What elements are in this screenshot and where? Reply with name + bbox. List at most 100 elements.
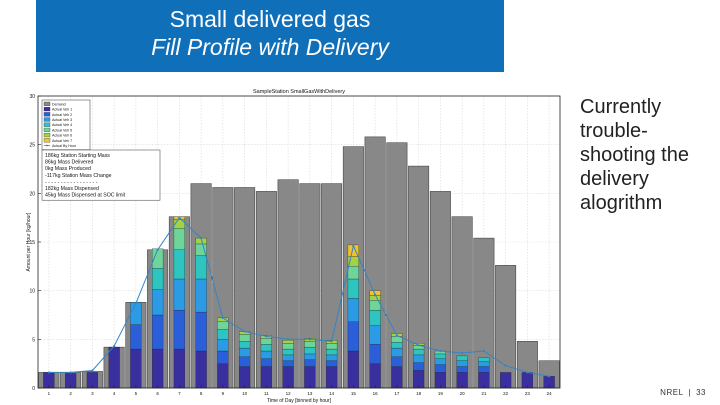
- x-tick-label: 9: [222, 391, 225, 396]
- y-tick-label: 25: [29, 143, 35, 149]
- vehicle-bar-segment: [391, 342, 403, 349]
- vehicle-bar-segment: [239, 341, 251, 349]
- vehicle-bar-segment: [217, 363, 229, 389]
- vehicle-bar-segment: [152, 348, 164, 389]
- x-tick-label: 2: [69, 391, 72, 396]
- footer-separator: |: [688, 388, 692, 397]
- annotation-line: 86kg Mass Delivered: [45, 160, 94, 166]
- vehicle-bar-segment: [195, 278, 207, 313]
- x-tick-label: 4: [113, 391, 116, 396]
- vehicle-bar-segment: [369, 325, 381, 345]
- legend-entry: Actual Veh 4: [52, 123, 72, 127]
- y-tick-label: 15: [29, 240, 35, 246]
- vehicle-bar-segment: [217, 350, 229, 364]
- x-tick-label: 15: [351, 391, 357, 396]
- annotation-line: - - - - - - - - - - - - - - - - -: [45, 179, 98, 185]
- x-tick-label: 22: [503, 391, 509, 396]
- fill-profile-chart: SampleStation SmallGasWithDelivery051015…: [26, 89, 561, 404]
- x-axis-label: Time of Day [binned by hour]: [267, 398, 332, 404]
- vehicle-bar-segment: [173, 249, 185, 280]
- legend-entry: Actual Veh 1: [52, 108, 72, 112]
- actual-by-hour-point: [200, 237, 203, 240]
- actual-by-hour-point: [548, 375, 551, 378]
- vehicle-bar-segment: [282, 354, 294, 361]
- vehicle-bar-segment: [239, 334, 251, 342]
- x-tick-label: 6: [156, 391, 159, 396]
- x-tick-label: 10: [242, 391, 248, 396]
- vehicle-bar-segment: [304, 346, 316, 355]
- x-tick-label: 19: [438, 391, 444, 396]
- vehicle-bar-segment: [130, 324, 142, 350]
- actual-by-hour-point: [134, 302, 137, 305]
- vehicle-bar-segment: [260, 358, 272, 367]
- vehicle-bar-segment: [282, 348, 294, 356]
- actual-by-hour-point: [504, 364, 507, 367]
- legend-swatch: [43, 101, 51, 106]
- vehicle-bar-segment: [456, 355, 468, 361]
- x-tick-label: 24: [547, 391, 553, 396]
- actual-by-hour-point: [330, 340, 333, 343]
- y-tick-label: 20: [29, 191, 35, 197]
- vehicle-bar-segment: [434, 364, 446, 373]
- vehicle-bar-segment: [282, 360, 294, 367]
- title-banner: Small delivered gas Fill Profile with De…: [36, 0, 504, 72]
- vehicle-bar-segment: [326, 354, 338, 361]
- x-tick-label: 17: [394, 391, 400, 396]
- vehicle-bar-segment: [326, 366, 338, 389]
- x-tick-label: 23: [525, 391, 531, 396]
- footer-page-number: 33: [696, 388, 706, 397]
- actual-by-hour-point: [91, 369, 94, 372]
- vehicle-bar-segment: [391, 347, 403, 358]
- legend-entry: Actual Veh 5: [52, 128, 72, 132]
- slide-subtitle: Fill Profile with Delivery: [151, 34, 389, 60]
- vehicle-bar-segment: [478, 357, 490, 362]
- x-tick-label: 16: [373, 391, 379, 396]
- actual-by-hour-point: [221, 316, 224, 320]
- vehicle-bar-segment: [347, 266, 359, 280]
- legend-swatch: [43, 133, 51, 138]
- x-tick-label: 5: [135, 391, 138, 396]
- vehicle-bar-segment: [304, 366, 316, 389]
- vehicle-bar-segment: [369, 309, 381, 326]
- vehicle-bar-segment: [152, 268, 164, 290]
- legend-entry: Actual Veh 3: [52, 118, 72, 122]
- x-tick-label: 3: [91, 391, 94, 396]
- vehicle-bar-segment: [217, 321, 229, 330]
- actual-by-hour-point: [417, 344, 420, 347]
- y-tick-label: 30: [29, 94, 35, 100]
- vehicle-bar-segment: [195, 311, 207, 352]
- vehicle-bar-segment: [195, 350, 207, 389]
- y-tick-label: 10: [29, 289, 35, 295]
- vehicle-bar-segment: [217, 339, 229, 352]
- actual-by-hour-point: [308, 338, 311, 341]
- annotation-box: [41, 149, 161, 201]
- vehicle-bar-segment: [260, 338, 272, 345]
- vehicle-bar-segment: [369, 363, 381, 389]
- actual-by-hour-point: [526, 371, 529, 374]
- x-tick-label: 1: [48, 391, 51, 396]
- actual-by-hour-point: [352, 244, 355, 247]
- x-tick-label: 11: [264, 391, 269, 396]
- actual-by-hour-point: [265, 335, 268, 338]
- actual-by-hour-point: [374, 293, 377, 296]
- legend-entry: Actual By Hour: [52, 144, 77, 148]
- actual-by-hour-point: [47, 371, 50, 374]
- x-tick-label: 21: [481, 391, 487, 396]
- legend-swatch: [43, 112, 51, 117]
- x-tick-label: 14: [329, 391, 335, 396]
- x-tick-label: 13: [307, 391, 313, 396]
- y-tick-label: 0: [32, 386, 35, 392]
- vehicle-bar-segment: [304, 353, 316, 360]
- vehicle-bar-segment: [260, 350, 272, 359]
- legend-swatch: [43, 138, 51, 143]
- actual-by-hour-point: [461, 351, 464, 355]
- vehicle-bar-segment: [347, 350, 359, 389]
- legend-entry: Actual Veh 6: [52, 134, 72, 138]
- legend-swatch: [43, 122, 51, 127]
- vehicle-bar-segment: [326, 343, 338, 350]
- demand-bar: [495, 265, 517, 389]
- footer-org: NREL: [660, 388, 684, 397]
- vehicle-bar-segment: [239, 366, 251, 389]
- x-tick-label: 18: [416, 391, 422, 396]
- x-tick-label: 12: [286, 391, 292, 396]
